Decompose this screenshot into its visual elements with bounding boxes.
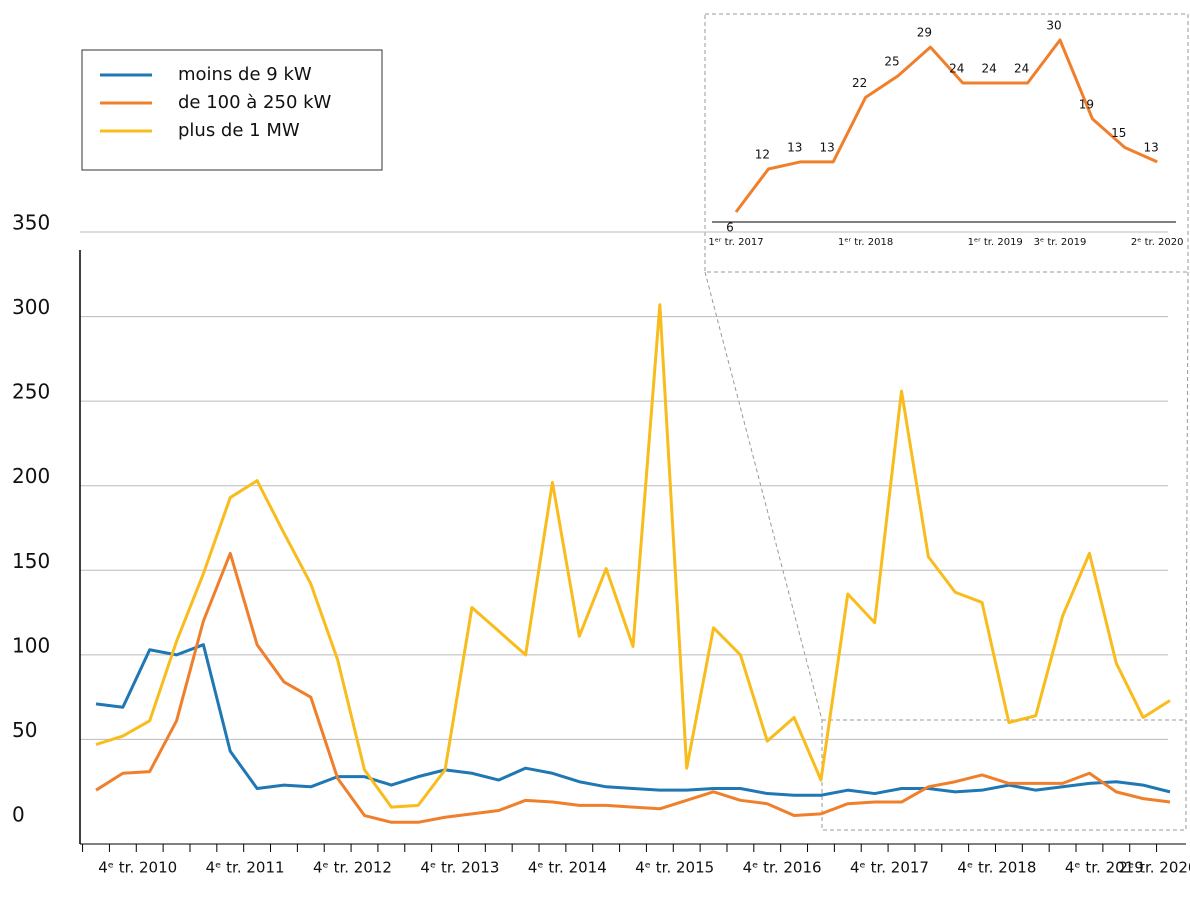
x-tick-label: 4ᵉ tr. 2016 <box>743 859 822 877</box>
data-label: 13 <box>820 140 835 154</box>
x-tick-label: 4ᵉ tr. 2015 <box>635 859 714 877</box>
zoom-region <box>821 719 1187 831</box>
data-label: 24 <box>1014 62 1029 76</box>
x-tick-label: 4ᵉ tr. 2012 <box>313 859 392 877</box>
inset-x-label: 3ᵉ tr. 2019 <box>1034 237 1087 248</box>
x-tick-label: 2ᵉ tr. 2020 <box>1119 859 1190 877</box>
inset-frame <box>704 13 1189 273</box>
data-label: 25 <box>884 54 899 68</box>
data-label: 15 <box>1111 126 1126 140</box>
legend-label: plus de 1 MW <box>178 120 300 141</box>
y-tick-label: 150 <box>12 549 50 573</box>
y-tick-label: 300 <box>12 295 50 319</box>
series-line <box>734 38 1158 213</box>
x-tick-label: 4ᵉ tr. 2013 <box>420 859 499 877</box>
series-line <box>95 551 1171 824</box>
y-tick-label: 100 <box>12 633 50 657</box>
y-tick-label: 350 <box>12 211 50 235</box>
data-label: 22 <box>852 76 867 90</box>
x-tick-label: 4ᵉ tr. 2018 <box>957 859 1036 877</box>
legend-box <box>81 49 383 171</box>
y-tick-label: 200 <box>12 464 50 488</box>
data-label: 29 <box>917 26 932 40</box>
data-label: 6 <box>726 221 734 235</box>
inset-x-label: 1ᵉʳ tr. 2018 <box>838 237 893 248</box>
inset-x-label: 1ᵉʳ tr. 2019 <box>968 237 1023 248</box>
data-label: 13 <box>1144 140 1159 154</box>
legend-label: moins de 9 kW <box>178 64 312 85</box>
inset-x-label: 1ᵉʳ tr. 2017 <box>708 237 763 248</box>
data-label: 24 <box>949 62 964 76</box>
x-tick-label: 4ᵉ tr. 2010 <box>98 859 177 877</box>
y-tick-label: 0 <box>12 803 25 827</box>
data-label: 12 <box>755 148 770 162</box>
data-label: 13 <box>787 140 802 154</box>
x-tick-label: 4ᵉ tr. 2011 <box>206 859 285 877</box>
zoom-line <box>1185 271 1189 721</box>
data-label: 30 <box>1046 19 1061 33</box>
data-label: 19 <box>1079 97 1094 111</box>
x-tick-label: 4ᵉ tr. 2014 <box>528 859 607 877</box>
zoom-line <box>704 271 823 721</box>
series-line <box>95 303 1171 809</box>
legend-label: de 100 à 250 kW <box>178 92 332 113</box>
zoom-guides <box>704 13 1189 831</box>
y-tick-label: 50 <box>12 718 37 742</box>
x-tick-label: 4ᵉ tr. 2019 <box>1065 859 1144 877</box>
series-line <box>95 643 1171 797</box>
x-tick-label: 4ᵉ tr. 2017 <box>850 859 929 877</box>
data-label: 24 <box>982 62 997 76</box>
y-tick-label: 250 <box>12 380 50 404</box>
inset-x-label: 2ᵉ tr. 2020 <box>1131 237 1184 248</box>
